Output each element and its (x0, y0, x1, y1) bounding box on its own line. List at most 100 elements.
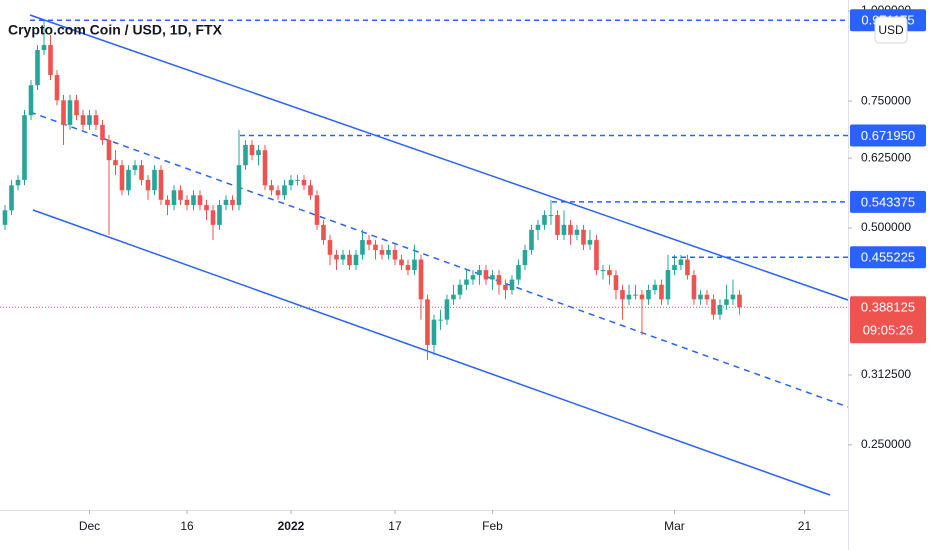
candle-body (87, 115, 92, 125)
channel-upper (29, 14, 849, 301)
candle-body (444, 299, 450, 320)
x-tick-label: Dec (79, 519, 100, 533)
candle-body (165, 199, 170, 206)
price-label-box (850, 124, 926, 147)
candle-body (178, 190, 183, 200)
candle-body (418, 259, 424, 300)
candle-body (35, 50, 40, 86)
candle-body (516, 265, 521, 280)
candle-body (496, 275, 502, 285)
candle-body (542, 215, 547, 225)
candle-body (574, 229, 580, 235)
candle-body (412, 259, 417, 271)
candle-body (15, 179, 21, 186)
candle-body (698, 294, 703, 300)
candle-body (581, 229, 586, 245)
candle-body (555, 215, 560, 235)
candle-body (80, 115, 86, 125)
candle-body (425, 299, 430, 345)
candle-body (379, 249, 385, 255)
candle-body (236, 165, 242, 206)
candle-body (626, 294, 632, 300)
candle-body (269, 185, 274, 191)
candle-body (334, 254, 339, 260)
x-tick-label: Feb (482, 519, 503, 533)
candle-body (730, 294, 736, 300)
candle-body (347, 254, 352, 266)
candle-body (360, 240, 365, 255)
candle-body (230, 199, 235, 206)
candle-body (587, 240, 593, 245)
candle-body (100, 124, 105, 141)
candle-body (620, 290, 625, 300)
candle-body (314, 195, 320, 225)
candle-body (204, 205, 209, 211)
candle-body (672, 265, 677, 271)
y-tick-label: 0.500000 (861, 220, 911, 234)
candle-body (548, 215, 554, 217)
countdown-label: 09:05:26 (863, 323, 914, 338)
current-price-box (850, 296, 926, 344)
candle-body (613, 275, 619, 291)
candle-body (243, 144, 248, 166)
candle-body (685, 259, 690, 276)
candle-body (275, 190, 281, 196)
candle-body (438, 319, 443, 321)
candle-body (678, 259, 684, 266)
candle-body (295, 179, 300, 181)
candle-body (724, 299, 729, 305)
candle-body (145, 179, 151, 191)
channel-lower (32, 209, 831, 496)
candle-body (503, 284, 508, 291)
candle-body (210, 210, 216, 225)
candle-body (256, 150, 261, 156)
candle-body (217, 205, 222, 225)
candle-body (308, 185, 313, 196)
chart-title: Crypto.com Coin / USD, 1D, FTX (8, 22, 223, 38)
candle-body (652, 284, 658, 291)
candle-body (457, 284, 463, 295)
price-label-box (850, 190, 926, 213)
candle-body (152, 169, 157, 191)
currency-badge-label: USD (878, 23, 904, 37)
candle-body (711, 299, 716, 315)
candle-body (568, 224, 573, 235)
candle-body (327, 240, 333, 255)
candle-body (464, 279, 469, 285)
candle-body (67, 100, 73, 125)
candle-body (2, 210, 8, 225)
x-tick-label: Mar (664, 519, 685, 533)
y-tick-label: 0.625000 (861, 150, 911, 164)
candle-body (366, 240, 372, 245)
candle-body (600, 270, 606, 272)
candle-body (282, 185, 287, 196)
candle-body (509, 279, 515, 291)
candle-body (353, 254, 359, 266)
candle-body (54, 75, 60, 101)
price-label: 0.671950 (861, 128, 915, 143)
candle-body (41, 45, 47, 51)
candle-body (639, 294, 645, 300)
candle-body (386, 249, 391, 255)
candle-body (132, 165, 138, 170)
x-tick-label: 17 (388, 519, 402, 533)
current-price-label: 0.388125 (861, 300, 915, 315)
currency-badge (874, 16, 908, 44)
candle-body (93, 115, 99, 125)
candle-body (470, 275, 476, 280)
candle-body (737, 294, 742, 308)
channel-drawings (29, 14, 849, 496)
candle-body (405, 265, 411, 271)
candle-body (399, 259, 404, 266)
candle-body (483, 270, 489, 280)
candle-body (74, 100, 79, 116)
candle-body (373, 244, 378, 250)
price-label-box (850, 246, 926, 269)
candle-body (321, 224, 326, 241)
candle-body (28, 85, 34, 116)
candle-body (561, 224, 567, 235)
channel-middle (29, 111, 849, 408)
candle-body (522, 249, 528, 266)
x-tick-label: 16 (180, 519, 194, 533)
